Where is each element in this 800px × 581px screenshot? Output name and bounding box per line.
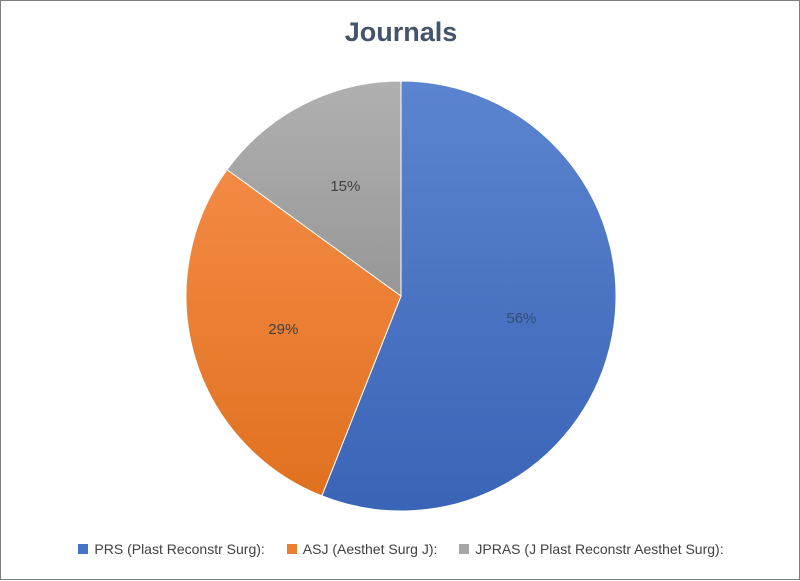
legend-item-prs: PRS (Plast Reconstr Surg):: [78, 541, 265, 557]
chart-legend: PRS (Plast Reconstr Surg): ASJ (Aesthet …: [1, 541, 800, 557]
slice-prs: [321, 80, 617, 512]
legend-item-asj: ASJ (Aesthet Surg J):: [286, 541, 438, 557]
legend-item-jpras: JPRAS (J Plast Reconstr Aesthet Surg):: [459, 541, 724, 557]
slice-asj: [185, 168, 402, 497]
legend-label-asj: ASJ (Aesthet Surg J):: [302, 541, 438, 557]
legend-swatch-prs: [78, 544, 89, 554]
legend-swatch-asj: [286, 544, 297, 554]
data-label-asj: 29%: [268, 321, 298, 338]
data-label-jpras: 15%: [330, 178, 360, 195]
slice-jpras: [226, 80, 402, 297]
legend-label-prs: PRS (Plast Reconstr Surg):: [94, 541, 265, 557]
data-label-prs: 56%: [506, 310, 536, 327]
legend-label-jpras: JPRAS (J Plast Reconstr Aesthet Surg):: [475, 541, 724, 557]
chart-title: Journals: [344, 17, 458, 47]
legend-swatch-jpras: [459, 544, 470, 554]
